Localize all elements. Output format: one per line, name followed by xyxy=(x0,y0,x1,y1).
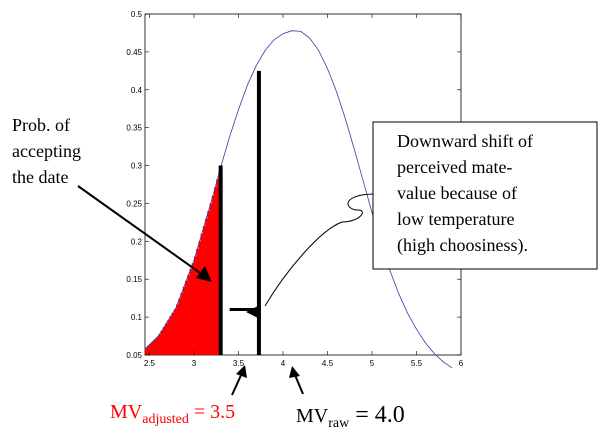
x-tick-label: 4.5 xyxy=(322,359,334,368)
box-line-2: perceived mate- xyxy=(397,157,512,177)
accept-bar xyxy=(189,269,193,355)
box-line-1: Downward shift of xyxy=(397,131,533,151)
x-tick-label: 5.5 xyxy=(411,359,423,368)
accept-bar xyxy=(191,263,195,355)
accept-bar xyxy=(211,195,215,355)
x-tick-label: 3.5 xyxy=(233,359,245,368)
x-tick-label: 2.5 xyxy=(144,359,156,368)
callout-connector xyxy=(264,193,374,307)
y-tick-label: 0.15 xyxy=(126,275,142,284)
y-tick-label: 0.35 xyxy=(126,124,142,133)
accept-bar xyxy=(196,248,199,355)
y-tick-label: 0.05 xyxy=(126,351,142,360)
explanation-box-frame xyxy=(372,121,598,270)
prob-arrow-line xyxy=(77,185,204,276)
accept-bar xyxy=(178,298,182,355)
accept-bar xyxy=(182,286,186,355)
accept-bar xyxy=(145,347,148,355)
accept-bar xyxy=(176,304,179,355)
mv-raw-arrow-line xyxy=(294,374,304,395)
y-tick-label: 0.2 xyxy=(131,237,143,246)
accept-bar xyxy=(202,226,206,355)
accept-bar xyxy=(167,319,170,355)
accept-bar xyxy=(158,334,161,355)
shift-arrow xyxy=(229,306,259,318)
x-tick-label: 6 xyxy=(459,359,464,368)
accept-bar xyxy=(209,203,213,355)
y-axis-ticks: 0.05 0.1 0.15 0.2 0.25 0.3 0.35 0.4 0.45 0.5 xyxy=(126,10,461,360)
mv-raw-pointer xyxy=(289,366,304,395)
accept-bar xyxy=(147,345,150,355)
mv-raw-label: MVraw = 4.0 xyxy=(296,402,405,429)
mv-adjusted-arrow-head xyxy=(236,365,247,378)
prob-line-1: Prob. of xyxy=(12,115,70,135)
accept-region xyxy=(145,171,222,355)
accept-bar xyxy=(173,309,177,355)
accept-bar xyxy=(165,323,168,355)
accept-bar xyxy=(160,330,164,355)
accept-bar xyxy=(156,337,159,355)
accept-bar xyxy=(193,256,197,355)
accept-bar xyxy=(151,341,155,355)
accept-bar xyxy=(198,241,202,355)
x-axis-ticks: 2.5 3 3.5 4 4.5 5 5.5 6 xyxy=(144,14,464,368)
x-tick-label: 4 xyxy=(281,359,286,368)
box-line-3: value because of xyxy=(397,183,517,203)
accept-bar xyxy=(205,218,208,355)
mv-adjusted-value: = 3.5 xyxy=(189,401,235,423)
y-tick-label: 0.4 xyxy=(131,86,143,95)
accept-bar xyxy=(162,327,166,355)
prob-arrow xyxy=(77,185,212,282)
prob-line-2: accepting xyxy=(12,141,81,161)
mv-adjusted-arrow-line xyxy=(231,372,243,396)
mv-raw-value: = 4.0 xyxy=(349,402,405,428)
shift-arrow-head xyxy=(246,306,258,318)
mv-adjusted-label: MVadjusted = 3.5 xyxy=(110,401,235,427)
mv-adjusted-pointer xyxy=(231,365,247,396)
y-tick-label: 0.25 xyxy=(126,199,142,208)
explanation-box: Downward shift of perceived mate- value … xyxy=(372,121,598,270)
box-line-5: (high choosiness). xyxy=(397,235,528,256)
accept-bar xyxy=(213,187,217,355)
density-curve xyxy=(144,30,453,369)
vertical-lines xyxy=(218,70,261,355)
prob-arrow-head xyxy=(196,266,212,282)
accept-bar xyxy=(169,316,173,355)
y-tick-label: 0.5 xyxy=(131,10,143,19)
curve-group xyxy=(144,30,453,369)
accept-bar xyxy=(149,343,153,355)
accept-bar xyxy=(153,339,157,355)
mv-raw-base: MV xyxy=(296,405,329,427)
mv-raw-arrow-head xyxy=(289,366,300,378)
accept-bar xyxy=(171,312,175,355)
box-line-4: low temperature xyxy=(397,209,514,229)
y-tick-label: 0.45 xyxy=(126,48,142,57)
prob-line-3: the date xyxy=(12,167,68,187)
x-tick-label: 5 xyxy=(370,359,375,368)
y-tick-label: 0.1 xyxy=(131,313,143,322)
mv-adjusted-sub: adjusted xyxy=(142,412,189,427)
accept-bar xyxy=(200,233,204,355)
accept-bar xyxy=(187,274,190,355)
y-tick-label: 0.3 xyxy=(131,162,143,171)
x-tick-label: 3 xyxy=(192,359,197,368)
accept-bar xyxy=(207,211,210,355)
prob-label: Prob. of accepting the date xyxy=(12,115,81,187)
accept-bar xyxy=(216,179,219,355)
mv-adjusted-base: MV xyxy=(110,401,143,423)
accept-bar xyxy=(180,292,184,355)
mv-raw-sub: raw xyxy=(328,416,350,429)
accept-bar xyxy=(185,280,188,355)
